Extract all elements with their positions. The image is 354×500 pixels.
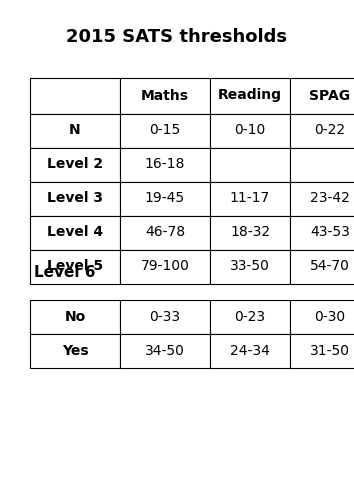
Text: Yes: Yes	[62, 344, 88, 358]
Text: 31-50: 31-50	[310, 344, 350, 358]
Bar	[30, 182, 120, 216]
Text: 0-15: 0-15	[149, 124, 181, 138]
Text: 54-70: 54-70	[310, 260, 350, 274]
Text: 34-50: 34-50	[145, 344, 185, 358]
Bar	[210, 114, 290, 148]
Bar	[120, 114, 210, 148]
Text: 23-42: 23-42	[310, 192, 350, 205]
Bar	[120, 300, 210, 334]
Text: Level 4: Level 4	[47, 226, 103, 239]
Text: 33-50: 33-50	[230, 260, 270, 274]
Text: Level 3: Level 3	[47, 192, 103, 205]
Text: 0-33: 0-33	[149, 310, 181, 324]
Text: 11-17: 11-17	[230, 192, 270, 205]
Text: SPAG: SPAG	[309, 88, 350, 102]
Bar	[210, 182, 290, 216]
Bar	[290, 250, 354, 284]
Text: No: No	[64, 310, 86, 324]
Bar	[290, 78, 354, 114]
Text: 2015 SATS thresholds: 2015 SATS thresholds	[67, 28, 287, 46]
Text: Maths: Maths	[141, 88, 189, 102]
Text: 16-18: 16-18	[145, 158, 185, 172]
Bar	[120, 334, 210, 368]
Bar	[290, 216, 354, 250]
Text: 24-34: 24-34	[230, 344, 270, 358]
Bar	[210, 334, 290, 368]
Bar	[210, 148, 290, 182]
Bar	[30, 78, 120, 114]
Bar	[120, 182, 210, 216]
Text: 46-78: 46-78	[145, 226, 185, 239]
Bar	[290, 334, 354, 368]
Bar	[290, 182, 354, 216]
Bar	[290, 300, 354, 334]
Text: Reading: Reading	[218, 88, 282, 102]
Bar	[120, 216, 210, 250]
Bar	[30, 334, 120, 368]
Text: 19-45: 19-45	[145, 192, 185, 205]
Bar	[210, 300, 290, 334]
Text: N: N	[69, 124, 81, 138]
Bar	[30, 114, 120, 148]
Bar	[30, 216, 120, 250]
Bar	[30, 148, 120, 182]
Bar	[120, 78, 210, 114]
Text: Level 5: Level 5	[47, 260, 103, 274]
Text: Level 2: Level 2	[47, 158, 103, 172]
Text: 0-30: 0-30	[314, 310, 346, 324]
Text: 0-10: 0-10	[234, 124, 266, 138]
Bar	[210, 216, 290, 250]
Bar	[210, 78, 290, 114]
Text: 79-100: 79-100	[141, 260, 189, 274]
Bar	[290, 114, 354, 148]
Bar	[210, 250, 290, 284]
Bar	[120, 148, 210, 182]
Bar	[120, 250, 210, 284]
Bar	[30, 300, 120, 334]
Text: 43-53: 43-53	[310, 226, 350, 239]
Text: 0-22: 0-22	[314, 124, 346, 138]
Text: Level 6: Level 6	[34, 265, 96, 280]
Text: 0-23: 0-23	[234, 310, 266, 324]
Bar	[290, 148, 354, 182]
Bar	[30, 250, 120, 284]
Text: 18-32: 18-32	[230, 226, 270, 239]
